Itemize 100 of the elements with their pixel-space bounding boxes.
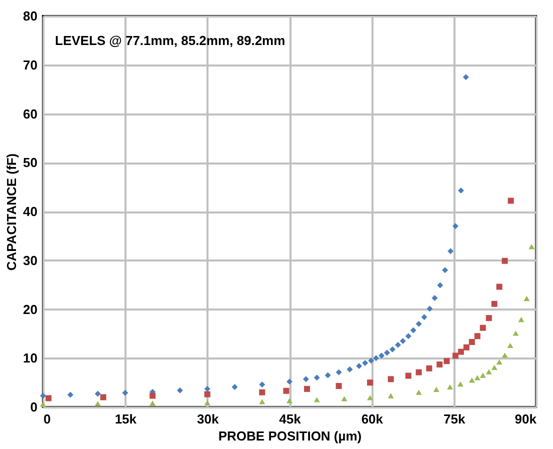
point [324, 372, 331, 378]
point [283, 388, 290, 394]
point [512, 330, 519, 336]
point [463, 344, 470, 350]
point [444, 358, 450, 364]
point [508, 198, 514, 204]
point [336, 369, 342, 376]
point [496, 284, 502, 290]
y-tick-label: 0 [30, 400, 38, 414]
point [400, 338, 406, 344]
x-tick-label: 45k [279, 412, 302, 426]
point [474, 333, 480, 340]
point [452, 223, 458, 230]
point [45, 395, 52, 402]
point [304, 386, 310, 392]
point [204, 391, 210, 398]
point [122, 390, 128, 396]
point [433, 386, 440, 392]
point [314, 374, 320, 381]
point [367, 380, 374, 386]
point [507, 342, 514, 348]
point [442, 267, 448, 274]
point [204, 400, 210, 406]
point [314, 397, 320, 402]
x-tick-label: 0 [44, 412, 51, 426]
point [373, 355, 380, 362]
point [378, 352, 385, 359]
point [528, 244, 535, 250]
point [458, 187, 464, 194]
point [356, 362, 362, 369]
point [259, 382, 266, 388]
point [518, 316, 524, 322]
point [94, 390, 101, 397]
point [491, 364, 498, 370]
point [448, 248, 454, 254]
point [410, 327, 416, 334]
point [389, 346, 396, 352]
point [232, 384, 238, 390]
point [405, 372, 412, 379]
point [416, 369, 422, 376]
point [502, 258, 508, 264]
point [486, 369, 492, 374]
point [336, 382, 342, 389]
point [496, 359, 502, 365]
point [524, 296, 530, 302]
point [480, 324, 486, 331]
point [40, 392, 46, 399]
x-tick-label: 60k [361, 412, 384, 426]
point [432, 295, 438, 302]
point [394, 342, 401, 348]
point [502, 352, 508, 358]
y-tick-label: 30 [23, 252, 38, 268]
point [468, 378, 475, 383]
point [176, 387, 183, 394]
point [416, 320, 422, 327]
point [388, 376, 394, 382]
point [346, 366, 353, 372]
point [259, 399, 266, 404]
x-tick-label: 30k [196, 412, 220, 426]
x-axis-title: PROBE POSITION (µm) [218, 428, 362, 444]
point [368, 358, 374, 364]
point [341, 396, 348, 402]
y-tick-label: 40 [23, 204, 38, 219]
y-axis-title: CAPACITANCE (fF) [4, 153, 20, 271]
point [40, 401, 46, 407]
point [426, 365, 432, 372]
point [94, 400, 101, 406]
point [447, 384, 453, 390]
point [204, 386, 210, 392]
x-tick-label: 90k [514, 412, 538, 426]
point [286, 398, 292, 404]
point [436, 361, 443, 368]
point [468, 338, 475, 345]
point [452, 352, 458, 359]
point [286, 378, 292, 385]
point [486, 315, 492, 322]
y-tick-label: 80 [23, 8, 38, 24]
point [437, 282, 444, 288]
point [150, 400, 156, 406]
point [67, 392, 74, 398]
annotation: LEVELS @ 77.1mm, 85.2mm, 89.2mm [55, 33, 286, 48]
x-tick-label: 75k [443, 412, 466, 426]
point [259, 389, 266, 396]
y-tick-label: 20 [23, 302, 38, 317]
y-tick-label: 50 [23, 155, 38, 170]
point [426, 306, 433, 312]
y-tick-label: 60 [23, 106, 38, 122]
point [474, 375, 480, 380]
point [421, 314, 428, 320]
point [384, 350, 390, 356]
point [150, 392, 156, 399]
point [457, 381, 464, 387]
point [100, 394, 106, 400]
point [388, 393, 394, 398]
point [480, 372, 486, 378]
y-tick-label: 70 [23, 57, 38, 72]
point [416, 390, 422, 395]
point [362, 360, 368, 366]
point [367, 395, 374, 400]
y-tick-label: 10 [23, 350, 38, 366]
